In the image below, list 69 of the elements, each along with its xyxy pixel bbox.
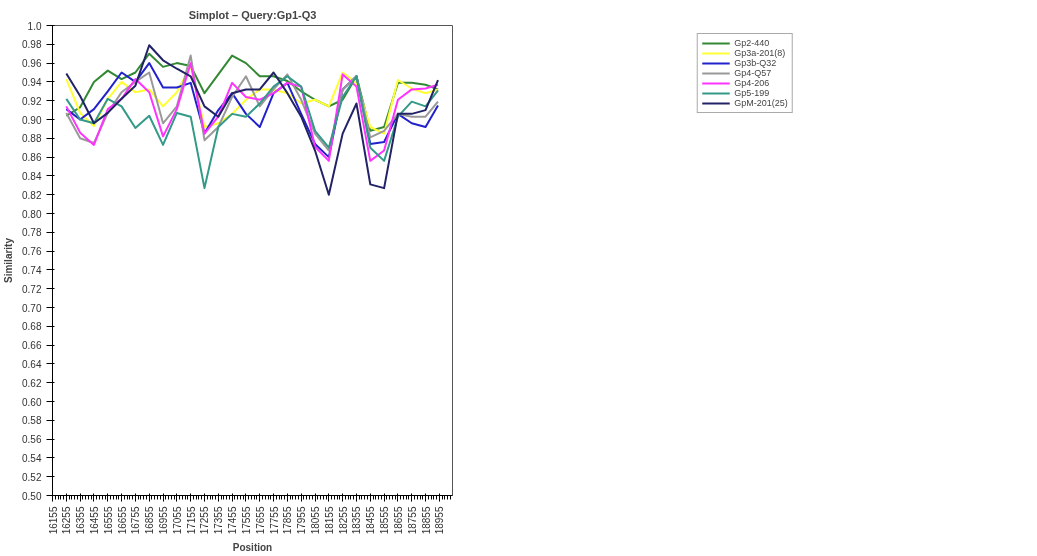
x-tick-label: 18555 [379, 506, 391, 535]
x-tick-label: 16555 [102, 506, 114, 535]
x-tick-label: 16755 [130, 506, 142, 535]
x-tick-label: 16155 [47, 506, 59, 535]
x-tick-label: 17155 [185, 506, 197, 535]
y-tick-label: 0.70 [22, 302, 42, 314]
x-tick-label: 16455 [88, 506, 100, 535]
legend-label: Gp5-199 [734, 88, 770, 98]
x-tick-label: 18355 [351, 506, 363, 535]
y-tick-label: 0.84 [22, 170, 42, 182]
y-axis-title: Similarity [3, 237, 15, 284]
y-tick-label: 0.98 [22, 39, 42, 51]
legend-label: Gp4-Q57 [734, 68, 772, 78]
y-tick-label: 0.96 [22, 58, 42, 70]
x-tick-label: 18155 [323, 506, 335, 535]
x-tick-label: 18655 [392, 506, 404, 535]
legend-label: Gp4-206 [734, 78, 770, 88]
y-tick-label: 0.64 [22, 358, 42, 370]
line-series [65, 75, 439, 190]
y-tick-label: 0.78 [22, 227, 42, 239]
legend-label: Gp2-440 [734, 38, 770, 48]
line-series [65, 52, 439, 132]
x-axis-title: Position [232, 542, 273, 554]
y-tick-label: 0.54 [22, 452, 42, 464]
legend-label: Gp3a-201(8) [734, 48, 786, 58]
y-tick-label: 0.68 [22, 321, 42, 333]
x-tick-label: 16355 [75, 506, 87, 535]
x-tick-label: 18955 [434, 506, 446, 535]
y-tick-label: 0.50 [22, 490, 42, 502]
legend-label: Gp3b-Q32 [734, 58, 777, 68]
legend-label: GpM-201(25) [734, 98, 788, 108]
line-series [65, 64, 439, 135]
chart-title: Simplot – Query:Gp1-Q3 [188, 8, 317, 21]
x-tick-label: 18055 [310, 506, 322, 535]
x-tick-label: 17255 [199, 506, 211, 535]
x-tick-label: 18255 [337, 506, 349, 535]
x-tick-label: 17555 [240, 506, 252, 535]
y-tick-label: 1.0 [27, 20, 42, 32]
y-tick-label: 0.52 [22, 471, 42, 483]
y-tick-label: 0.60 [22, 396, 42, 408]
line-series [65, 44, 439, 196]
x-tick-label: 16955 [158, 506, 170, 535]
x-tick-label: 17455 [227, 506, 239, 535]
x-tick-label: 17955 [296, 506, 308, 535]
y-tick-label: 0.66 [22, 340, 42, 352]
y-tick-label: 0.72 [22, 283, 42, 295]
y-tick-label: 0.94 [22, 76, 42, 88]
x-tick-label: 17355 [213, 506, 225, 535]
y-tick-label: 0.58 [22, 415, 42, 427]
y-tick-label: 0.86 [22, 152, 42, 164]
x-tick-label: 16255 [61, 506, 73, 535]
y-tick-label: 0.90 [22, 114, 42, 126]
x-tick-label: 16855 [144, 506, 156, 535]
x-tick-label: 17655 [254, 506, 266, 535]
x-tick-label: 18455 [365, 506, 377, 535]
y-tick-label: 0.74 [22, 264, 42, 276]
y-tick-label: 0.80 [22, 208, 42, 220]
x-tick-label: 17855 [282, 506, 294, 535]
x-tick-label: 18855 [420, 506, 432, 535]
y-tick-label: 0.62 [22, 377, 42, 389]
y-tick-label: 0.92 [22, 95, 42, 107]
y-tick-label: 0.82 [22, 189, 42, 201]
y-tick-label: 0.56 [22, 434, 42, 446]
y-tick-label: 0.88 [22, 133, 42, 145]
x-tick-label: 18755 [406, 506, 418, 535]
x-tick-label: 17755 [268, 506, 280, 535]
y-tick-label: 0.76 [22, 246, 42, 258]
x-tick-label: 16655 [116, 506, 128, 535]
x-tick-label: 17055 [171, 506, 183, 535]
